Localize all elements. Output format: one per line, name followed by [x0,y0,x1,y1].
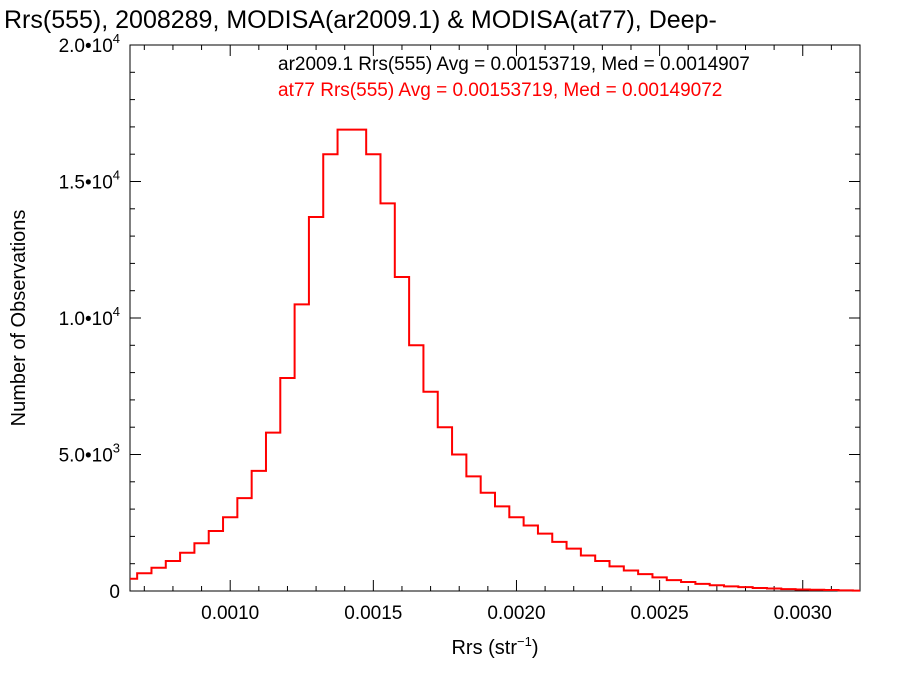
y-tick-label: 1.5•104 [59,168,120,194]
y-tick-mantissa: 0 [109,582,120,603]
x-axis-label: Rrs (str−1) [451,634,538,659]
series-at77-line [130,128,860,592]
chart-title: Rrs(555), 2008289, MODISA(ar2009.1) & MO… [4,6,717,34]
y-tick-label: 5.0•103 [59,441,120,467]
y-tick-mantissa: 5.0•10 [59,446,113,467]
annotation-1: at77 Rrs(555) Avg = 0.00153719, Med = 0.… [278,80,722,101]
y-tick-mantissa: 1.0•10 [59,309,113,330]
x-axis-label-sup: −1 [517,634,532,649]
x-tick-label: 0.0015 [344,603,402,624]
x-tick-label: 0.0025 [631,603,689,624]
y-tick-mantissa: 2.0•10 [59,36,113,57]
y-tick-exponent: 3 [113,441,120,456]
annotations: ar2009.1 Rrs(555) Avg = 0.00153719, Med … [278,54,750,101]
y-tick-label: 0 [109,582,120,603]
y-tick-exponent: 4 [113,168,120,183]
y-tick-label: 2.0•104 [59,31,120,57]
x-tick-label: 0.0010 [201,603,259,624]
series-layer [130,128,860,592]
y-axis-label: Number of Observations [8,210,30,427]
y-tick-mantissa: 1.5•10 [59,173,113,194]
plot-frame [129,44,861,592]
x-axis-label-tail: ) [532,637,539,659]
y-tick-exponent: 4 [113,304,120,319]
x-axis-label-base: Rrs (str [451,637,517,659]
x-tick-label: 0.0030 [774,603,832,624]
x-axis: 0.0010 0.0015 0.0020 0.0025 0.0030 [143,45,861,624]
x-tick-label: 0.0020 [487,603,545,624]
annotation-0: ar2009.1 Rrs(555) Avg = 0.00153719, Med … [278,54,750,75]
y-tick-exponent: 4 [113,31,120,46]
y-tick-label: 1.0•104 [59,304,120,330]
